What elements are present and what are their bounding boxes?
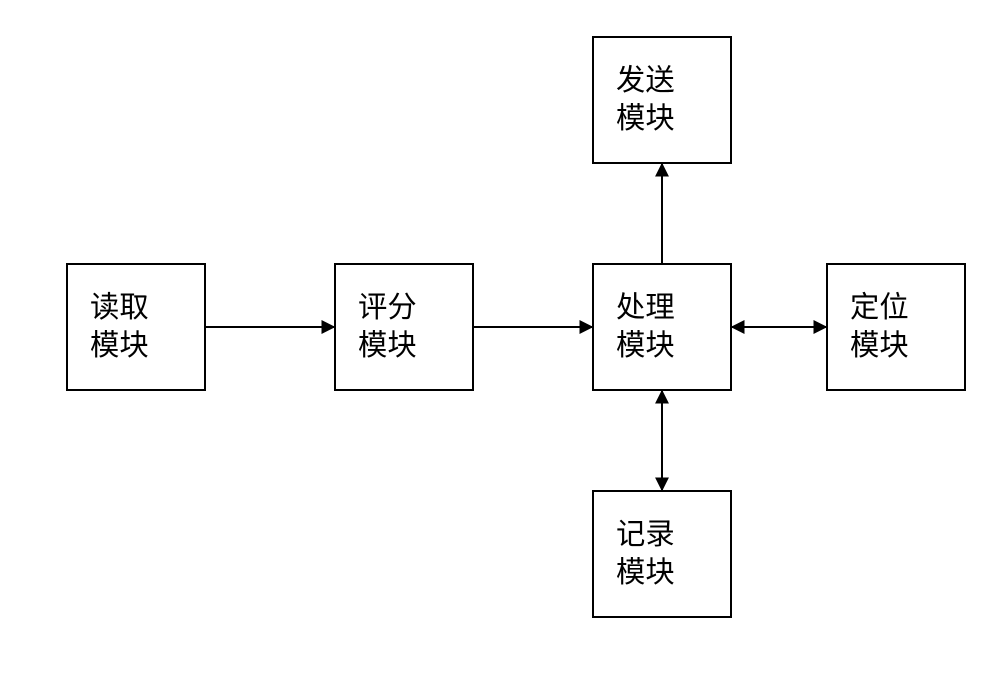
node-score-line1: 评分 bbox=[358, 289, 417, 327]
node-send-line1: 发送 bbox=[616, 62, 675, 100]
node-read-line2: 模块 bbox=[90, 327, 149, 365]
node-locate: 定位 模块 bbox=[826, 263, 966, 391]
node-record-line2: 模块 bbox=[616, 554, 675, 592]
node-locate-line1: 定位 bbox=[850, 289, 909, 327]
node-send-line2: 模块 bbox=[616, 100, 675, 138]
node-process: 处理 模块 bbox=[592, 263, 732, 391]
node-locate-line2: 模块 bbox=[850, 327, 909, 365]
node-read: 读取 模块 bbox=[66, 263, 206, 391]
node-record: 记录 模块 bbox=[592, 490, 732, 618]
node-read-line1: 读取 bbox=[90, 289, 149, 327]
node-process-line2: 模块 bbox=[616, 327, 675, 365]
diagram-canvas: 读取 模块 评分 模块 处理 模块 定位 模块 发送 模块 记录 模块 bbox=[0, 0, 1000, 693]
node-record-line1: 记录 bbox=[616, 516, 675, 554]
node-score-line2: 模块 bbox=[358, 327, 417, 365]
node-send: 发送 模块 bbox=[592, 36, 732, 164]
node-process-line1: 处理 bbox=[616, 289, 675, 327]
node-score: 评分 模块 bbox=[334, 263, 474, 391]
